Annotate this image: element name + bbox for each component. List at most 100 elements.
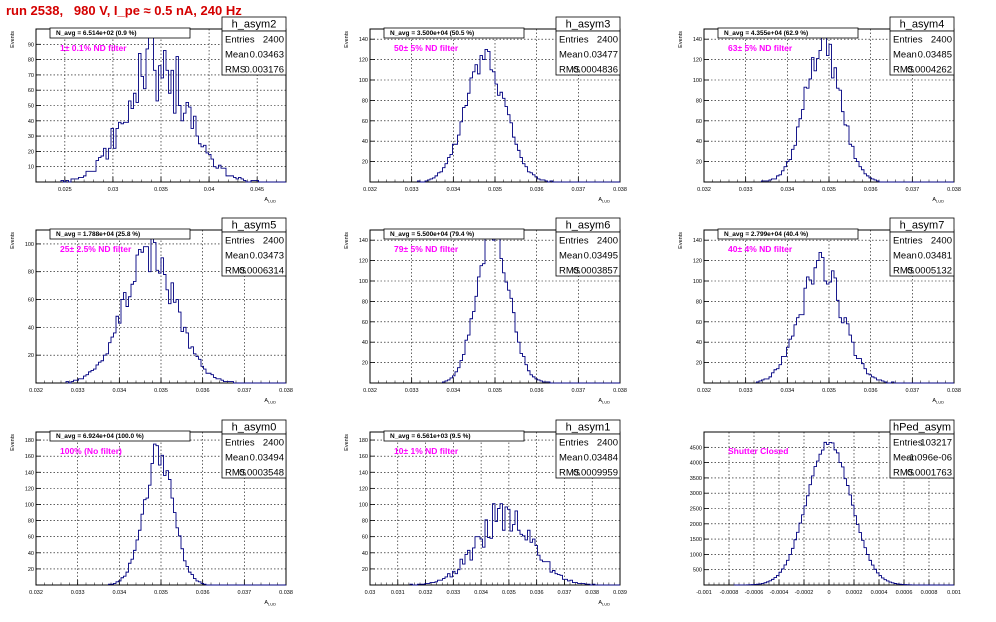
y-tick-label: 70 (28, 73, 34, 79)
y-tick-label: 20 (362, 567, 368, 573)
stats-label: Mean (559, 453, 583, 464)
x-tick-label: 0.038 (279, 590, 293, 596)
x-axis-title: ALUD (598, 600, 610, 607)
y-tick-label: 2500 (690, 507, 702, 513)
stats-value: 2400 (263, 438, 284, 449)
stats-box (221, 231, 287, 277)
stats-box (889, 231, 955, 277)
x-tick-label: 0.033 (405, 388, 419, 394)
y-tick-label: 60 (28, 535, 34, 541)
annotation-label: Shutter Closed (728, 446, 788, 456)
y-tick-label: 90 (28, 42, 34, 48)
x-axis-title: ALUD (264, 600, 276, 607)
y-tick-label: 140 (359, 37, 368, 43)
histogram-panel-h_asym3: 0.032 0.033 0.034 0.035 0.036 0.037 0.038 20 40 6… (344, 16, 627, 204)
histogram-title: h_asym2 (232, 19, 277, 31)
annotation-label: 79± 5% ND filter (394, 244, 459, 254)
x-tick-label: -0.0006 (745, 590, 764, 596)
stats-label: Mean (225, 251, 249, 262)
stats-value: 0.0004262 (907, 65, 952, 76)
histogram-panel-h_asym6: 0.032 0.033 0.034 0.035 0.036 0.037 0.038 20 40 6… (344, 217, 627, 405)
stats-box (555, 433, 621, 479)
x-tick-label: 0.038 (613, 388, 627, 394)
x-tick-label: 0.033 (739, 388, 753, 394)
x-tick-label: 0.036 (196, 388, 210, 394)
stats-value: 2400 (597, 236, 618, 247)
stats-label: Entries (559, 35, 589, 46)
x-tick-label: 0.033 (405, 187, 419, 193)
x-tick-label: 0.032 (419, 590, 433, 596)
x-axis-title: ALUD (264, 398, 276, 405)
y-axis-title: Events (10, 434, 16, 451)
y-tick-label: 20 (362, 160, 368, 166)
y-tick-label: 80 (28, 519, 34, 525)
histogram-bars (60, 30, 286, 183)
annotation-label: 10± 1% ND filter (394, 446, 459, 456)
y-tick-label: 160 (25, 454, 34, 460)
stats-value: 0.0001763 (907, 468, 952, 479)
stats-value: -1.096e-06 (906, 453, 952, 464)
histogram-title: h_asym6 (566, 220, 611, 232)
y-tick-label: 80 (362, 299, 368, 305)
x-tick-label: 0.036 (530, 388, 544, 394)
x-tick-label: 0.032 (697, 187, 711, 193)
y-axis-title: Events (344, 31, 350, 48)
histogram-bars (442, 229, 620, 384)
x-tick-label: 0.032 (29, 388, 43, 394)
y-tick-label: 40 (362, 139, 368, 145)
annotation-label: 50± 5% ND filter (394, 43, 459, 53)
x-tick-label: 0.037 (571, 388, 585, 394)
histogram-bars (108, 443, 286, 586)
y-tick-label: 40 (28, 551, 34, 557)
x-tick-label: 0.033 (739, 187, 753, 193)
stats-value: 0.003176 (244, 65, 284, 76)
y-tick-label: 1000 (690, 552, 702, 558)
y-tick-label: 500 (693, 568, 702, 574)
stats-label: RMS (559, 468, 580, 479)
stats-box (889, 30, 955, 76)
stats-value: 2400 (597, 35, 618, 46)
stats-label: Entries (559, 236, 589, 247)
y-tick-label: 100 (25, 242, 34, 248)
histogram-title: h_asym4 (900, 19, 945, 31)
y-tick-label: 140 (25, 470, 34, 476)
x-axis-title: ALUD (598, 197, 610, 204)
stats-label: Mean (225, 453, 249, 464)
y-tick-label: 80 (28, 58, 34, 64)
x-axis-title: ALUD (932, 197, 944, 204)
y-tick-label: 100 (359, 502, 368, 508)
histogram-subtitle: N_avg = 2.799e+04 (40.4 %) (724, 231, 808, 238)
y-axis-title: Events (344, 434, 350, 451)
y-tick-label: 100 (359, 279, 368, 285)
x-tick-label: 0.038 (279, 388, 293, 394)
y-tick-label: 20 (696, 361, 702, 367)
subtitle-box (49, 228, 191, 240)
stats-label: Mean (559, 251, 583, 262)
stats-box (555, 231, 621, 277)
histogram-title: h_asym5 (232, 220, 277, 232)
stats-value: 2400 (597, 438, 618, 449)
subtitle-box (49, 430, 191, 442)
histogram-bars (409, 503, 620, 586)
stats-label: RMS (559, 266, 580, 277)
y-tick-label: 100 (693, 78, 702, 84)
x-tick-label: 0.034 (112, 590, 126, 596)
page-title: run 2538, 980 V, I_pe ≈ 0.5 nA, 240 Hz (6, 3, 242, 18)
x-tick-label: 0.035 (822, 187, 836, 193)
x-axis-title: ALUD (932, 398, 944, 405)
histogram-subtitle: N_avg = 6.924e+04 (100.0 %) (56, 433, 144, 440)
x-tick-label: 0.032 (697, 388, 711, 394)
x-tick-label: 0.034 (446, 388, 460, 394)
stats-value: 0.03484 (584, 453, 618, 464)
y-tick-label: 80 (696, 98, 702, 104)
stats-label: RMS (225, 468, 246, 479)
stats-value: 0.0005132 (907, 266, 952, 277)
x-tick-label: 0.039 (613, 590, 627, 596)
histogram-panel-h_asym1: 0.03 0.031 0.032 0.033 0.034 0.035 0.036 0.037 0… (344, 419, 627, 607)
annotation-label: 100% (No filter) (60, 446, 122, 456)
y-tick-label: 120 (693, 259, 702, 265)
x-tick-label: 0.025 (58, 187, 72, 193)
y-tick-label: 60 (28, 298, 34, 304)
histogram-bars (761, 30, 954, 183)
